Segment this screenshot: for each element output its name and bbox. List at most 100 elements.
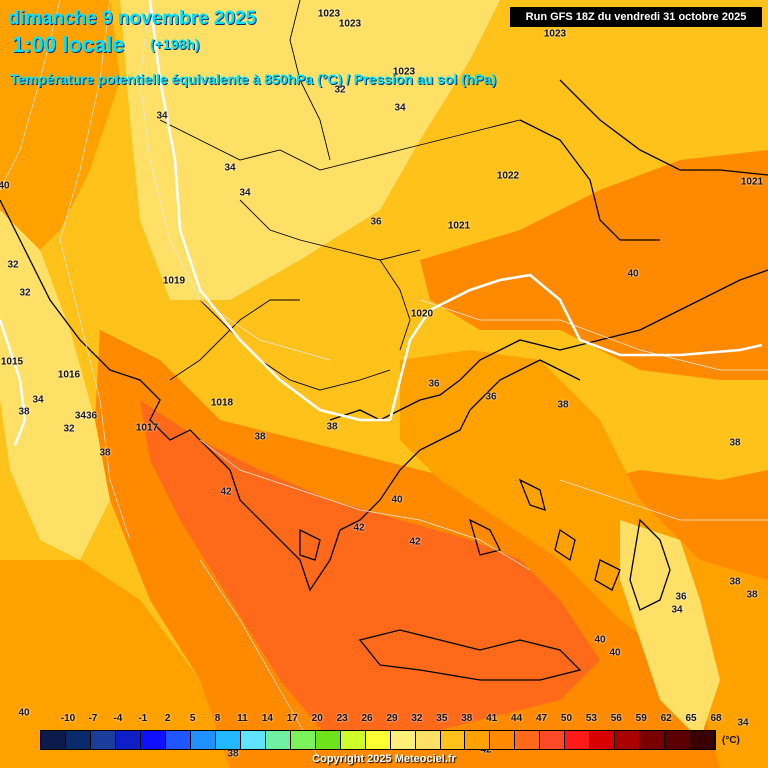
pressure-label: 1016: [57, 369, 81, 381]
temperature-label: 34: [224, 162, 236, 174]
legend-ticks: -10 -7 -4 -1 2 5 8 11 14 17 20 23 26 29 32 35 38 41 44 47 50…: [40, 713, 722, 727]
scale-tick-label: 53: [585, 713, 597, 724]
scale-segment: [365, 731, 391, 749]
pressure-label: 1017: [135, 422, 159, 434]
temperature-label: 40: [594, 634, 606, 646]
temperature-label: 38: [557, 399, 569, 411]
scale-tick-label: 14: [261, 713, 273, 724]
temperature-label: 34: [394, 102, 406, 114]
temperature-label: 34: [671, 604, 683, 616]
scale-segment: [190, 731, 216, 749]
pressure-label: 1019: [162, 275, 186, 287]
temperature-label: 38: [729, 437, 741, 449]
scale-tick-label: 20: [311, 713, 323, 724]
temperature-label: 3436: [74, 410, 98, 422]
scale-segment: [490, 731, 516, 749]
scale-segment: [565, 731, 591, 749]
temperature-label: 32: [63, 423, 75, 435]
temperature-label: 40: [18, 707, 30, 719]
zone-41-44-core: [140, 400, 600, 740]
scale-tick-label: 29: [386, 713, 398, 724]
scale-segment: [165, 731, 191, 749]
temperature-label: 40: [391, 494, 403, 506]
temperature-label: 38: [227, 748, 239, 760]
scale-tick-label: 62: [660, 713, 672, 724]
scale-segment: [615, 731, 641, 749]
temperature-label: 34: [737, 717, 749, 729]
temperature-label: 34: [32, 394, 44, 406]
scale-tick-label: 8: [214, 713, 221, 724]
scale-tick-label: 35: [436, 713, 448, 724]
temperature-label: 34: [239, 187, 251, 199]
scale-segment: [140, 731, 166, 749]
temperature-label: 38: [18, 406, 30, 418]
zone-29-32-west: [0, 210, 110, 560]
scale-segment: [215, 731, 241, 749]
pressure-label: 1015: [0, 356, 24, 368]
pressure-label: 1021: [740, 176, 764, 188]
scale-segment: [90, 731, 116, 749]
scale-segment: [690, 731, 716, 749]
borders: [159, 0, 521, 391]
scale-tick-label: 65: [685, 713, 697, 724]
scale-tick-label: 56: [610, 713, 622, 724]
temperature-label: 32: [7, 259, 19, 271]
run-info-text: Run GFS 18Z du vendredi 31 octobre 2025: [525, 11, 747, 23]
scale-segment: [240, 731, 266, 749]
temperature-label: 40: [0, 180, 10, 192]
scale-segment: [65, 731, 91, 749]
temperature-label: 38: [254, 431, 266, 443]
temperature-label: 42: [353, 522, 365, 534]
scale-segment: [265, 731, 291, 749]
scale-segment: [315, 731, 341, 749]
scale-segment: [515, 731, 541, 749]
pressure-label: 1023: [338, 18, 362, 30]
forecast-date: dimanche 9 novembre 2025: [8, 8, 257, 29]
scale-tick-label: 17: [286, 713, 298, 724]
temperature-label: 42: [220, 486, 232, 498]
forecast-offset: (+198h): [150, 36, 200, 52]
scale-tick-label: 23: [336, 713, 348, 724]
scale-tick-label: 26: [361, 713, 373, 724]
scale-tick-label: 50: [560, 713, 573, 724]
temperature-label: 36: [428, 378, 440, 390]
temperature-label: 38: [746, 589, 758, 601]
scale-segment: [340, 731, 366, 749]
isobars: [0, 0, 763, 446]
legend-unit: (°C): [722, 735, 740, 746]
scale-tick-label: 2: [164, 713, 171, 724]
scale-tick-label: 32: [411, 713, 423, 724]
temperature-label: 34: [156, 110, 168, 122]
temperature-label: 42: [409, 536, 421, 548]
scale-segment: [41, 731, 66, 749]
scale-tick-label: 47: [535, 713, 548, 724]
zone-29-32-north: [120, 0, 500, 300]
pressure-label: 1020: [410, 308, 434, 320]
forecast-time: 1:00 locale: [12, 32, 125, 57]
temperature-label: 38: [729, 576, 741, 588]
scale-segment: [390, 731, 416, 749]
scale-segment: [415, 731, 441, 749]
scale-segment: [540, 731, 566, 749]
pressure-label: 1023: [392, 66, 416, 78]
scale-segment: [465, 731, 491, 749]
run-info-box: Run GFS 18Z du vendredi 31 octobre 2025: [510, 7, 762, 27]
zone-32-35-anatolia: [620, 520, 720, 740]
temperature-label: 42: [480, 744, 492, 756]
scale-tick-label: 38: [461, 713, 473, 724]
scale-tick-label: 59: [635, 713, 647, 724]
coastlines: [0, 79, 768, 681]
scale-tick-label: 5: [189, 713, 196, 724]
scale-segment: [440, 731, 466, 749]
scale-tick-label: -1: [138, 713, 148, 724]
temperature-label: 32: [334, 84, 346, 96]
pressure-label: 1018: [210, 397, 234, 409]
temperature-label: 32: [19, 287, 31, 299]
scale-segment: [640, 731, 666, 749]
scale-segment: [665, 731, 691, 749]
temperature-label: 38: [99, 447, 111, 459]
temperature-label: 40: [609, 647, 621, 659]
scale-tick-label: 41: [486, 713, 498, 724]
scale-tick-label: 68: [710, 713, 722, 724]
